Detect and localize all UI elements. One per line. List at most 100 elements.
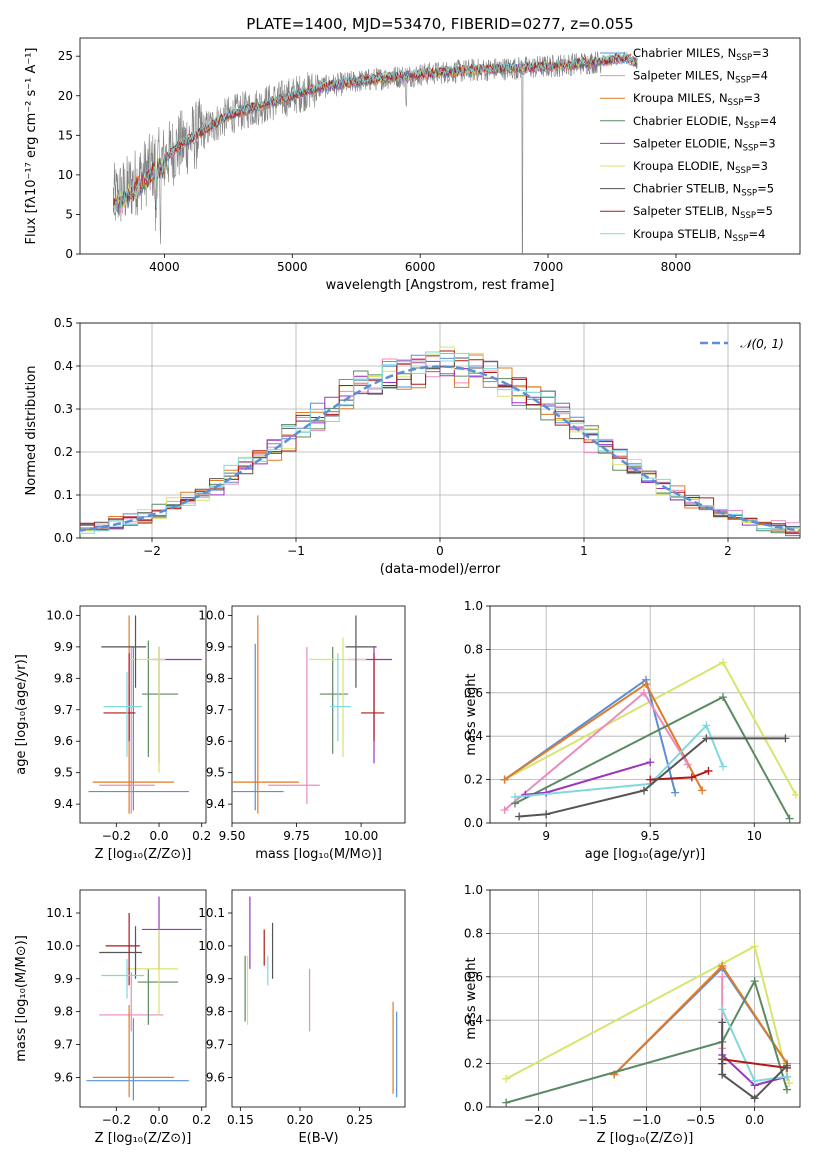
axes-weight-vs-age: 9 9.5 10 0.0 0.2 0.4 0.6 0.8 1.0 age [log₁₀(age/y… — [464, 599, 801, 862]
tick-label-y: 0.8 — [464, 642, 483, 656]
histogram-kroupa-stelib — [80, 351, 800, 534]
x-axis-label: Z [log₁₀(Z/Z⊙)] — [597, 1131, 694, 1146]
tick-label-y: 9.7 — [54, 703, 73, 717]
legend-label: Salpeter STELIB, N — [633, 204, 740, 218]
tick-label-y: 9.7 — [54, 1038, 73, 1052]
legend-label: Kroupa ELODIE, N — [633, 159, 735, 173]
model-spectrum-kroupa-stelib — [112, 51, 638, 211]
legend-label: Kroupa MILES, N — [633, 91, 728, 105]
tick-label-y: 9.4 — [54, 797, 73, 811]
tick-label-x: 0.25 — [346, 1113, 373, 1127]
tick-label-y: 0 — [65, 247, 73, 261]
legend-suffix: =3 — [752, 46, 769, 60]
legend-sub: SSP — [733, 234, 749, 244]
tick-label-y: 0.6 — [464, 970, 483, 984]
legend-sub: SSP — [735, 166, 751, 176]
weight-marker — [750, 977, 759, 986]
tick-label-y: 10.0 — [46, 608, 73, 622]
legend-suffix: =5 — [756, 204, 773, 218]
tick-label-y: 9.6 — [54, 1070, 73, 1084]
tick-label-x: −0.2 — [102, 829, 131, 843]
tick-label-y: 9.7 — [206, 703, 225, 717]
tick-label-y: 9.6 — [206, 1070, 225, 1084]
tick-label-x: 8000 — [661, 260, 692, 274]
legend-entry: Kroupa MILES, NSSP=3 — [633, 91, 760, 108]
legend-entry: 𝒩(0, 1) — [740, 337, 784, 351]
legend-label: Salpeter MILES, N — [633, 69, 735, 83]
tick-label-x: 0.2 — [192, 1113, 211, 1127]
weight-marker — [642, 680, 651, 689]
weight-marker — [750, 1094, 759, 1103]
tick-label-x: 0.0 — [149, 1113, 168, 1127]
legend-sub: SSP — [728, 98, 744, 108]
axes-spectrum: 4000 5000 6000 7000 8000 0 5 10 15 20 25 wavelength… — [24, 37, 801, 293]
tick-label-x: −1.0 — [632, 1113, 661, 1127]
x-axis-label: Z [log₁₀(Z/Z⊙)] — [95, 1131, 192, 1146]
axes-mass-vs-Z: −0.2 0.0 0.2 9.6 9.7 9.8 9.9 10.0 10.1 Z [log₁₀(Z… — [14, 889, 211, 1146]
weight-marker — [515, 812, 524, 821]
legend-entry: Chabrier MILES, NSSP=3 — [633, 46, 769, 63]
panels: 4000 5000 6000 7000 80000510152025wavelength… — [14, 37, 801, 1146]
axes-age-vs-Z: −0.2 0.0 0.2 9.4 9.5 9.6 9.7 9.8 9.9 10.0 Z [log₁₀… — [14, 605, 211, 862]
weight-marker — [687, 773, 696, 782]
figure-title: PLATE=1400, MJD=53470, FIBERID=0277, z=0… — [246, 15, 633, 33]
tick-label-x: 0 — [436, 544, 444, 558]
tick-label-y: 15 — [58, 128, 73, 142]
weight-marker — [791, 790, 800, 799]
weight-marker — [698, 786, 707, 795]
weight-marker — [785, 814, 794, 823]
tick-label-y: 0.6 — [464, 686, 483, 700]
tick-label-x: 4000 — [149, 260, 180, 274]
tick-label-x: −1 — [287, 544, 305, 558]
legend-suffix: =3 — [751, 159, 768, 173]
legend-suffix: =3 — [743, 91, 760, 105]
legend-label: Kroupa STELIB, N — [633, 227, 733, 241]
y-axis-label: Flux [fλ10⁻¹⁷ erg cm⁻² s⁻¹ A⁻¹] — [24, 48, 39, 245]
axes-residual-histogram: −2 −1 0 1 2 0.0 0.1 0.2 0.3 0.4 0.5 (data-model)/er… — [24, 316, 801, 577]
tick-label-y: 0.0 — [464, 1100, 483, 1114]
weight-marker — [502, 1074, 511, 1083]
tick-label-y: 0.4 — [464, 729, 483, 743]
weight-marker — [781, 734, 790, 743]
weight-marker — [783, 1085, 792, 1094]
x-axis-label: (data-model)/error — [380, 562, 501, 577]
weight-marker — [704, 766, 713, 775]
legend-entry: Kroupa STELIB, NSSP=4 — [633, 227, 765, 244]
weight-marker — [646, 775, 655, 784]
tick-label-x: 10 — [747, 829, 762, 843]
tick-label-x: 0.20 — [287, 1113, 314, 1127]
histogram-steps — [80, 346, 800, 538]
tick-label-y: 10.0 — [198, 608, 225, 622]
tick-label-y: 0.8 — [464, 926, 483, 940]
legend-sub: SSP — [740, 211, 756, 221]
tick-label-x: 9.50 — [219, 829, 246, 843]
legend-entry: Kroupa ELODIE, NSSP=3 — [633, 159, 768, 176]
frame — [231, 889, 406, 1108]
legend-sub: SSP — [735, 76, 751, 86]
legend-entry: Salpeter ELODIE, NSSP=3 — [633, 136, 776, 153]
weight-line-chabrier-stelib — [721, 1022, 788, 1100]
weight-marker — [785, 1079, 794, 1088]
weight-line-chabrier-elodie — [505, 978, 788, 1104]
frame — [79, 889, 207, 1108]
tick-label-y: 9.5 — [206, 766, 225, 780]
weight-marker — [500, 805, 509, 814]
x-axis-label: E(B-V) — [298, 1131, 338, 1146]
tick-label-y: 9.6 — [54, 734, 73, 748]
tick-label-x: 9 — [542, 829, 550, 843]
weight-marker — [639, 688, 648, 697]
legend-label: Chabrier ELODIE, N — [633, 114, 744, 128]
legend-suffix: =5 — [757, 182, 774, 196]
tick-label-x: 0.0 — [149, 829, 168, 843]
axes-age-vs-mass: 9.50 9.75 10.00 9.4 9.5 9.6 9.7 9.8 9.9 10.0 mass … — [198, 605, 406, 862]
tick-label-x: −2 — [143, 544, 161, 558]
weight-marker — [750, 1076, 759, 1085]
y-axis-label: mass weight — [464, 673, 479, 755]
weight-line-kroupa-stelib — [514, 723, 724, 798]
tick-label-x: 9.75 — [283, 829, 310, 843]
weight-marker — [718, 1018, 727, 1027]
y-axis-label: age [log₁₀(age/yr)] — [14, 654, 29, 775]
legend-sub: SSP — [744, 121, 760, 131]
weight-marker — [639, 786, 648, 795]
tick-label-y: 9.8 — [54, 671, 73, 685]
